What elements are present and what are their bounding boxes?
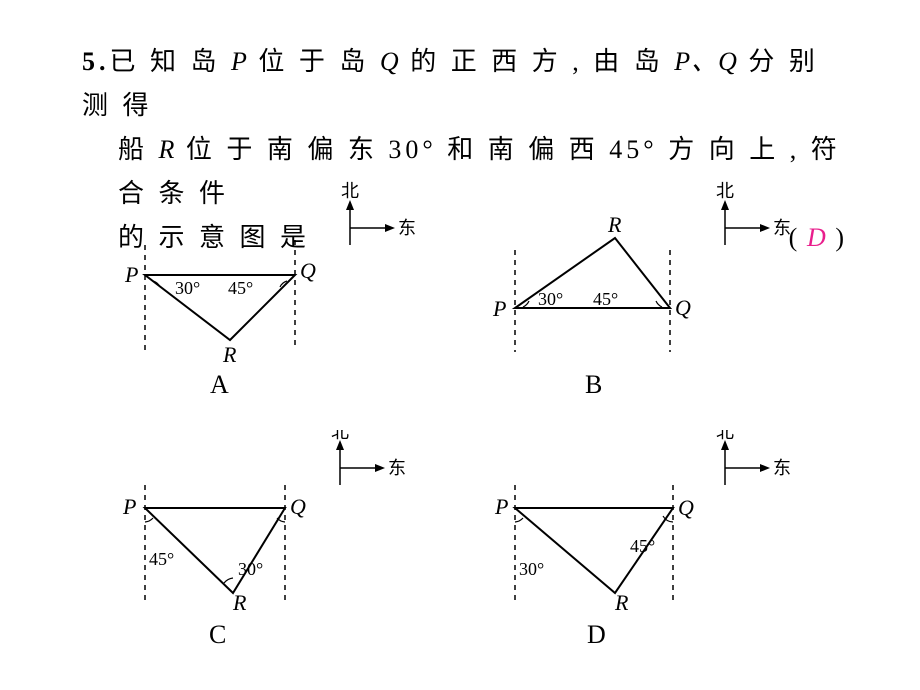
sym-PQ: P、Q xyxy=(674,47,738,76)
label-Q: Q xyxy=(290,494,306,519)
label-30: 30° xyxy=(238,559,263,579)
label-45: 45° xyxy=(593,289,618,309)
angle-arc xyxy=(515,518,523,522)
compass-icon: 北 东 xyxy=(716,181,791,245)
label-Q: Q xyxy=(300,258,316,283)
diagram-c-svg: 北 东 P Q R 45° 30° xyxy=(105,430,445,625)
compass-north: 北 xyxy=(331,430,349,442)
diagram-a-svg: 北 东 P Q R 30° 45° xyxy=(105,180,445,375)
label-R: R xyxy=(614,590,629,615)
label-30: 30° xyxy=(538,289,563,309)
option-label-d: D xyxy=(587,620,606,650)
text-seg: 的 正 西 方 , 由 岛 xyxy=(400,47,675,76)
text-seg: 船 xyxy=(118,135,159,164)
compass-north: 北 xyxy=(716,430,734,442)
label-30: 30° xyxy=(519,559,544,579)
label-P: P xyxy=(124,262,138,287)
label-30: 30° xyxy=(175,278,200,298)
diagram-c: 北 东 P Q R 45° 30° C xyxy=(105,430,445,630)
text-seg: 已 知 岛 xyxy=(110,47,232,76)
angle-arc xyxy=(656,301,662,307)
question-line-1: 5.已 知 岛 P 位 于 岛 Q 的 正 西 方 , 由 岛 P、Q 分 别 … xyxy=(82,40,852,128)
label-Q: Q xyxy=(675,295,691,320)
label-P: P xyxy=(492,296,506,321)
label-R: R xyxy=(222,342,237,367)
diagram-b: 北 东 P Q R 30° 45° B xyxy=(475,180,815,380)
option-label-a: A xyxy=(210,370,229,400)
label-R: R xyxy=(232,590,247,615)
diagram-d: 北 东 P Q R 30° 45° D xyxy=(475,430,815,630)
compass-icon: 北 东 xyxy=(341,181,416,245)
option-label-b: B xyxy=(585,370,602,400)
paren-right: ) xyxy=(835,223,852,252)
angle-arc xyxy=(145,518,153,522)
label-45: 45° xyxy=(630,536,655,556)
triangle xyxy=(145,275,295,340)
sym-R: R xyxy=(159,135,176,164)
diagram-d-svg: 北 东 P Q R 30° 45° xyxy=(475,430,815,625)
label-Q: Q xyxy=(678,495,694,520)
label-R: R xyxy=(607,212,622,237)
label-45: 45° xyxy=(228,278,253,298)
diagram-b-svg: 北 东 P Q R 30° 45° xyxy=(475,180,815,375)
compass-icon: 北 东 xyxy=(716,430,791,485)
compass-north: 北 xyxy=(716,181,734,201)
label-P: P xyxy=(122,494,136,519)
option-label-c: C xyxy=(209,620,226,650)
compass-east: 东 xyxy=(398,218,416,238)
diagram-a: 北 东 P Q R 30° 45° A xyxy=(105,180,445,380)
angle-arc xyxy=(224,578,233,583)
compass-north: 北 xyxy=(341,181,359,201)
label-45: 45° xyxy=(149,549,174,569)
compass-east: 东 xyxy=(773,458,791,478)
label-P: P xyxy=(494,494,508,519)
question-number: 5. xyxy=(82,47,110,76)
compass-east: 东 xyxy=(388,458,406,478)
sym-P: P xyxy=(231,47,248,76)
text-seg: 位 于 岛 xyxy=(248,47,380,76)
compass-icon: 北 东 xyxy=(331,430,406,485)
sym-Q: Q xyxy=(380,47,400,76)
compass-east: 东 xyxy=(773,218,791,238)
